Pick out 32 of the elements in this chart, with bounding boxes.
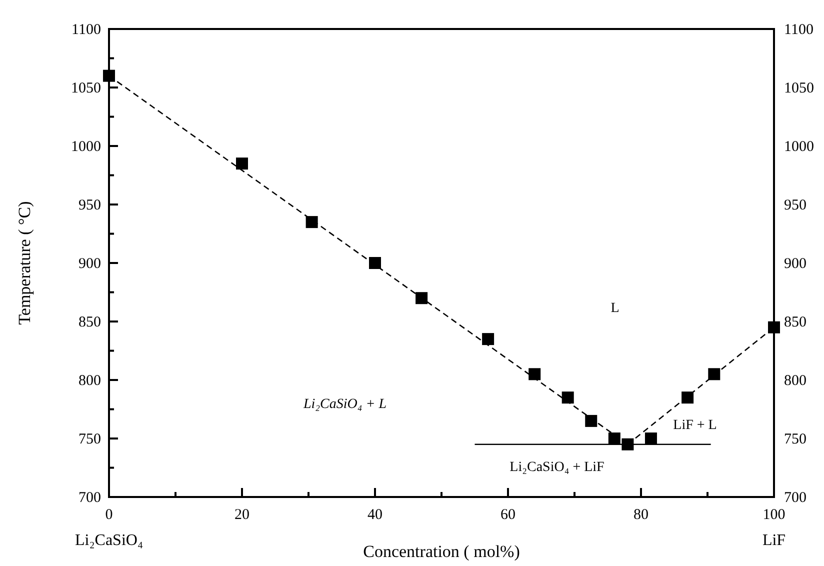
annotation: Li₂CaSiO₄ + L xyxy=(302,397,387,412)
annotation: Li₂CaSiO₄ + LiF xyxy=(510,460,605,475)
y-tick-label: 950 xyxy=(78,198,101,214)
y2-tick-label: 750 xyxy=(784,432,806,448)
annotation: L xyxy=(610,301,620,316)
y2-tick-label: 800 xyxy=(784,373,806,389)
y2-tick-label: 1050 xyxy=(784,80,814,96)
x-tick-label: 80 xyxy=(634,507,648,523)
x-tick-label: 100 xyxy=(762,507,786,523)
text: LiF xyxy=(762,532,786,549)
y-tick-label: 900 xyxy=(78,256,101,272)
y-tick-label: 1100 xyxy=(72,22,101,38)
x-tick-label: 0 xyxy=(105,507,113,523)
y2-tick-label: 700 xyxy=(784,490,806,506)
text: Li₂CaSiO₄ xyxy=(74,532,144,549)
y2-tick-label: 900 xyxy=(784,256,806,272)
annotation: LiF + L xyxy=(673,418,717,433)
y2-tick-label: 1100 xyxy=(784,22,814,38)
y-tick-label: 750 xyxy=(78,432,101,448)
x-tick-label: 60 xyxy=(500,507,516,523)
y-tick-label: 800 xyxy=(78,373,101,389)
x-axis-title: Concentration ( mol%) xyxy=(363,542,520,561)
y2-tick-label: 1000 xyxy=(784,139,814,155)
y-axis-title: Temperature ( °C) xyxy=(15,201,34,325)
y2-tick-label: 850 xyxy=(784,314,806,330)
y-tick-label: 1050 xyxy=(71,80,101,96)
x-tick-label: 20 xyxy=(234,507,250,523)
x-tick-label: 40 xyxy=(368,507,382,523)
y-tick-label: 1000 xyxy=(71,139,101,155)
y-tick-label: 700 xyxy=(78,490,101,506)
y-tick-label: 850 xyxy=(78,314,101,330)
y2-tick-label: 950 xyxy=(784,198,806,214)
